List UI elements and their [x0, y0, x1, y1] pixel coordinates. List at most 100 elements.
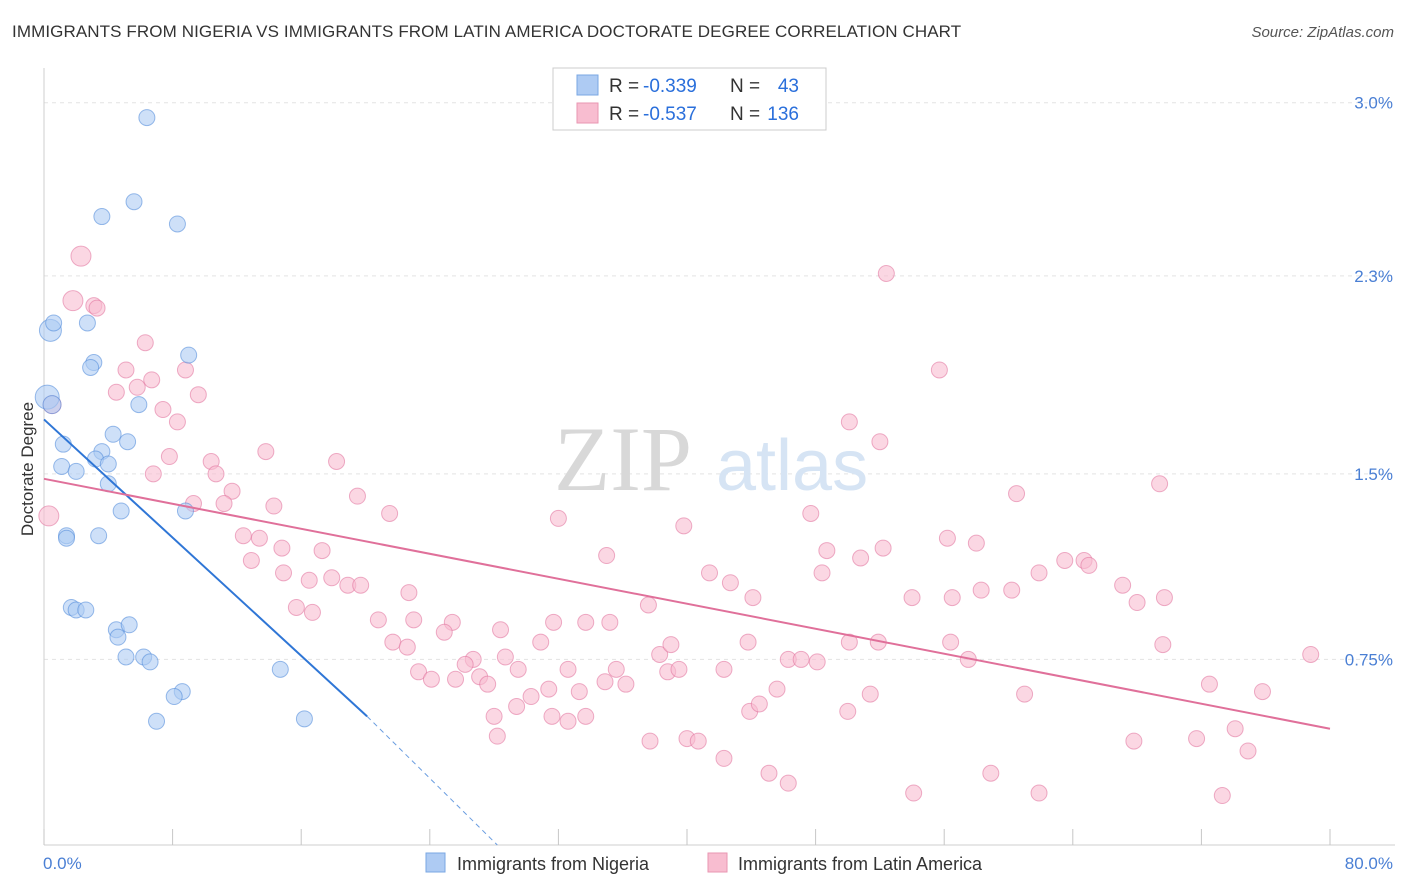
watermark-zip: ZIP [554, 408, 692, 510]
latin-america-point [323, 569, 341, 587]
trend-line-nigeria [43, 418, 368, 718]
latin-america-point [1056, 551, 1074, 569]
nigeria-point [78, 314, 96, 332]
latin-america-point [545, 613, 563, 631]
trend-line-nigeria-extension [366, 715, 498, 846]
nigeria-point [141, 653, 159, 671]
latin-america-point [662, 636, 680, 654]
latin-america-point [207, 465, 225, 483]
latin-america-point [641, 732, 659, 750]
latin-america-point [384, 633, 402, 651]
latin-america-point [328, 453, 346, 470]
nigeria-point [295, 710, 313, 728]
latin-america-point [802, 504, 820, 522]
latin-america-point [715, 749, 733, 767]
latin-america-point [675, 517, 693, 535]
latin-america-point [744, 589, 762, 607]
latin-america-point [1080, 556, 1098, 574]
latin-america-point [670, 660, 688, 678]
latin-america-point [435, 623, 453, 641]
latin-america-point [1151, 475, 1169, 493]
legend-n-value-latin-america: 136 [767, 104, 799, 125]
latin-america-point [540, 680, 558, 698]
latin-america-point [313, 542, 331, 560]
latin-america-point [701, 564, 719, 582]
latin-america-point [559, 660, 577, 678]
nigeria-point [67, 462, 85, 480]
latin-america-point [813, 564, 831, 582]
nigeria-point [138, 109, 156, 127]
latin-america-point [739, 633, 757, 651]
latin-america-point [967, 534, 985, 552]
latin-america-point [485, 707, 503, 725]
y-tick-label: 3.0% [1354, 94, 1393, 113]
latin-america-point [852, 549, 870, 567]
bottom-legend-label-nigeria: Immigrants from Nigeria [457, 854, 650, 874]
latin-america-point [689, 732, 707, 750]
y-tick-label: 1.5% [1354, 465, 1393, 484]
nigeria-point [112, 502, 130, 520]
watermark-atlas: atlas [716, 426, 868, 506]
latin-america-point [1239, 742, 1257, 760]
latin-america-point [223, 482, 241, 500]
latin-america-point [1188, 730, 1206, 748]
latin-america-point [577, 613, 595, 631]
latin-america-point [70, 245, 92, 267]
latin-america-point [369, 611, 387, 629]
latin-america-point [488, 727, 506, 745]
series-nigeria [34, 109, 313, 730]
latin-america-point [903, 589, 921, 607]
latin-america-point [88, 299, 106, 317]
nigeria-point [271, 660, 289, 678]
latin-america-point [400, 584, 418, 602]
latin-america-point [303, 603, 321, 621]
latin-america-point [808, 653, 826, 671]
watermark: ZIP atlas [554, 408, 868, 510]
latin-america-point [107, 383, 125, 401]
bottom-legend-swatch-latin-america [707, 852, 728, 873]
latin-america-point [189, 386, 207, 404]
latin-america-point [265, 497, 283, 515]
latin-america-point [874, 539, 892, 557]
nigeria-point [120, 616, 138, 634]
latin-america-point [381, 504, 399, 522]
latin-america-point [275, 564, 293, 582]
latin-america-point [352, 576, 370, 594]
nigeria-point [180, 346, 198, 364]
latin-america-point [215, 495, 233, 513]
latin-america-point [750, 695, 768, 713]
latin-america-point [617, 675, 635, 693]
latin-america-point [496, 648, 514, 666]
legend-r-value-nigeria: -0.339 [643, 76, 697, 97]
nigeria-point [58, 529, 76, 547]
latin-america-point [840, 413, 858, 431]
latin-america-point [257, 443, 275, 461]
latin-america-point [861, 685, 879, 703]
latin-america-point [273, 539, 291, 557]
nigeria-point [99, 455, 117, 473]
latin-america-point [128, 378, 146, 396]
y-tick-label: 0.75% [1345, 650, 1393, 669]
latin-america-point [287, 598, 305, 616]
latin-america-point [532, 633, 550, 651]
x-tick-label-min: 0.0% [43, 854, 82, 873]
nigeria-point [109, 628, 127, 646]
latin-america-point [456, 655, 474, 673]
legend-swatch-latin-america [576, 102, 599, 124]
latin-america-point [160, 448, 178, 466]
bottom-legend: Immigrants from Nigeria Immigrants from … [425, 852, 983, 874]
latin-america-point [871, 433, 889, 451]
latin-america-point [943, 589, 961, 607]
latin-america-point [176, 361, 194, 379]
latin-america-point [942, 633, 960, 651]
nigeria-point [82, 358, 100, 376]
latin-america-point [143, 371, 161, 389]
latin-america-point [938, 529, 956, 547]
latin-america-point [522, 688, 540, 706]
series-latin-america [38, 245, 1320, 805]
latin-america-point [570, 683, 588, 701]
latin-america-point [721, 574, 739, 592]
latin-america-point [508, 697, 526, 715]
nigeria-point [90, 527, 108, 545]
